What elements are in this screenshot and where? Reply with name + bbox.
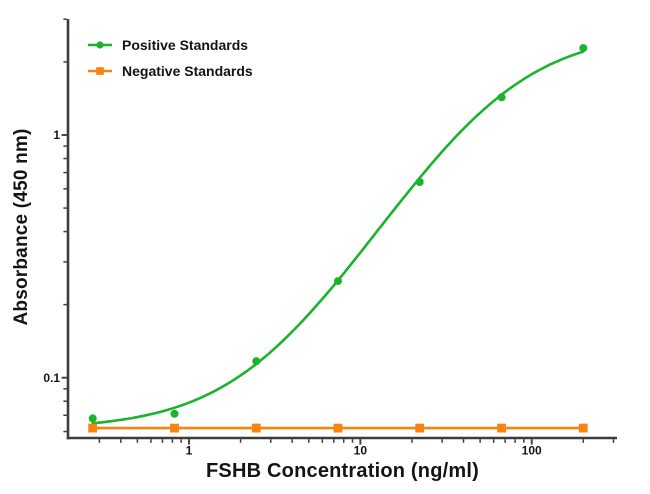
negative-standards-point: [88, 423, 98, 433]
x-tick-label: 100: [522, 444, 542, 458]
positive-standards-point: [334, 277, 342, 286]
negative-standards-point: [415, 423, 425, 433]
positive-standards-curve: [91, 50, 585, 425]
x-tick-label: 1: [186, 444, 193, 458]
positive-standards-point: [170, 409, 179, 418]
y-tick-label: 1: [53, 128, 60, 142]
negative-standards-point: [578, 423, 588, 433]
positive-standards-point: [252, 357, 261, 366]
legend-label-positive-standards: Positive Standards: [122, 36, 249, 53]
negative-standards-point: [333, 423, 343, 433]
positive-series-marker-icon: [88, 40, 112, 49]
positive-standards-point: [579, 44, 588, 53]
y-tick-label: 0.1: [43, 371, 60, 385]
legend-item-negative-standards: Negative Standards: [87, 59, 253, 82]
negative-standards-point: [251, 423, 261, 433]
legend: Positive Standards Negative Standards: [87, 33, 253, 82]
x-axis-title: FSHB Concentration (ng/ml): [206, 460, 479, 482]
x-tick-label: 10: [354, 444, 368, 458]
legend-marker-circle: [96, 40, 104, 49]
legend-marker-square: [96, 66, 104, 75]
positive-standards-point: [497, 93, 506, 102]
negative-standards-point: [497, 423, 506, 433]
positive-standards-point: [415, 178, 424, 186]
negative-standards-point: [170, 423, 179, 433]
legend-label-negative-standards: Negative Standards: [122, 62, 253, 79]
positive-standards-point: [88, 414, 97, 423]
legend-item-positive-standards: Positive Standards: [87, 33, 253, 56]
negative-series-marker-icon: [88, 66, 112, 75]
y-axis-title: Absorbance (450 nm): [11, 128, 32, 326]
